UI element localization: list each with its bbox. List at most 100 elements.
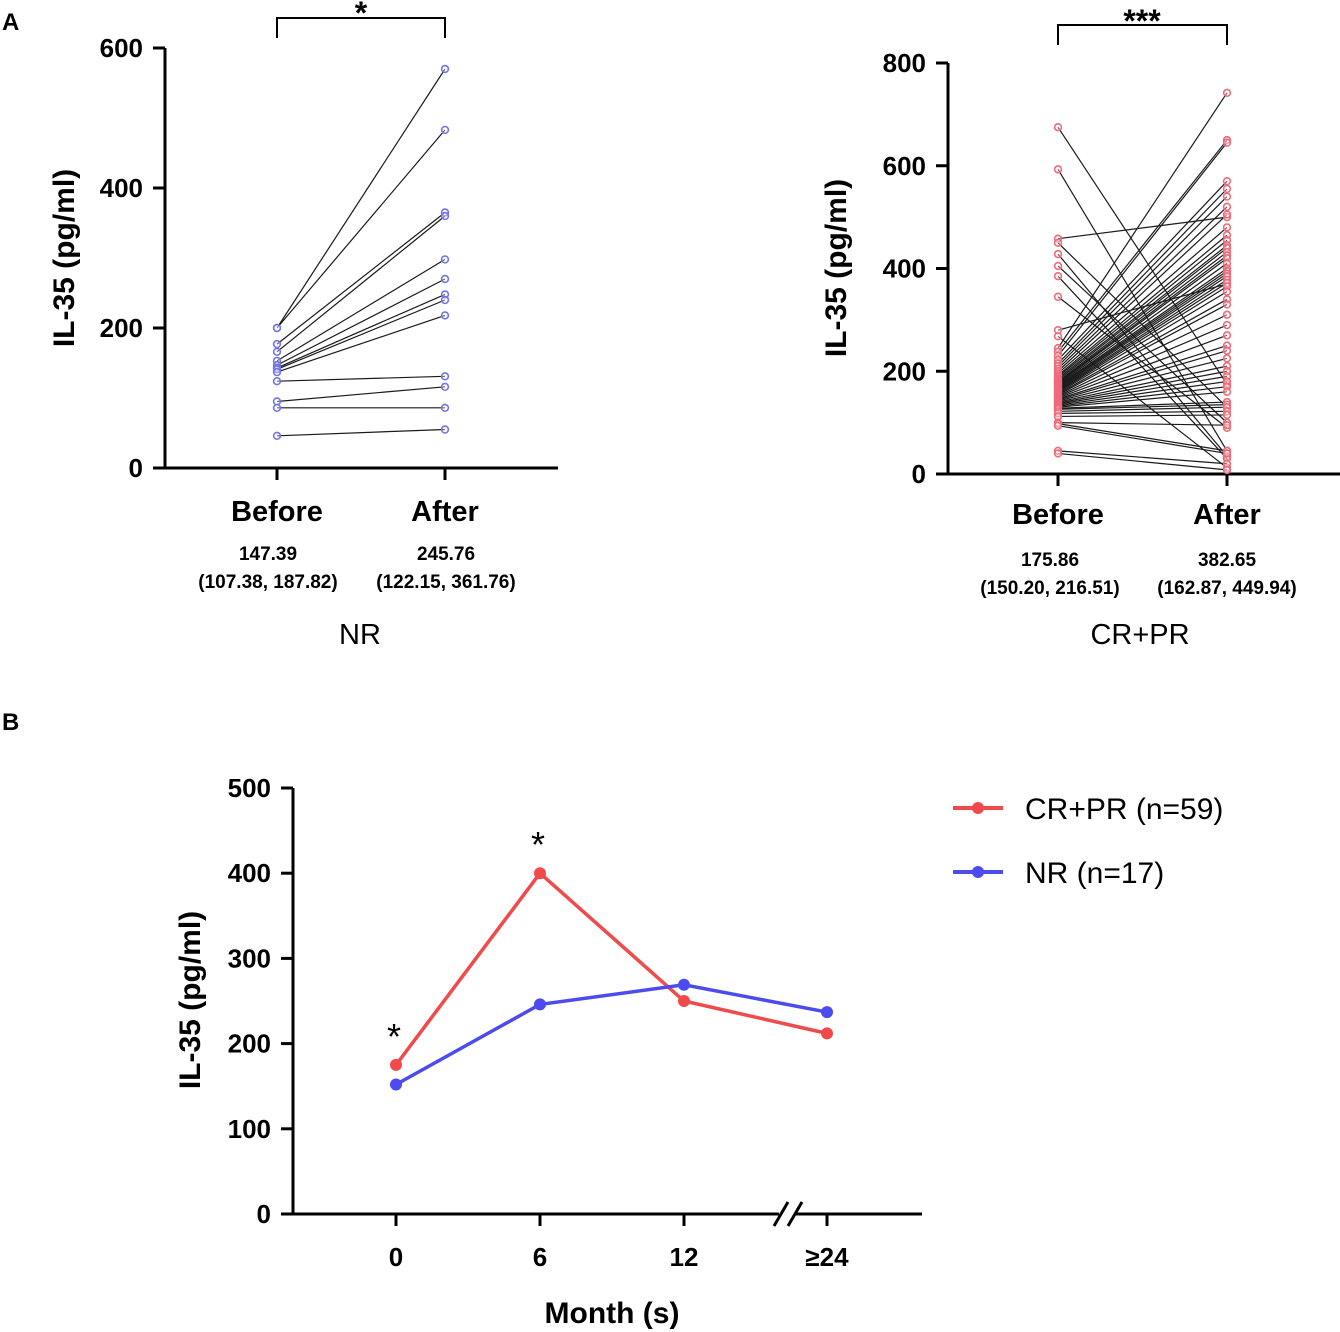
crpr-pair-line: [1057, 216, 1228, 240]
crpr-point-after: [1222, 423, 1232, 432]
crpr-pair-line: [1057, 273, 1228, 389]
crpr-pair-line: [1057, 370, 1228, 404]
crpr-point-after: [1222, 449, 1232, 458]
crpr-pair-line: [1057, 334, 1228, 399]
line-x-tick-label: 12: [670, 1242, 699, 1272]
crpr-y-tick-label: 600: [883, 151, 926, 181]
crpr-pair-line: [1057, 410, 1228, 414]
crpr-pair-line: [1057, 422, 1228, 426]
nr-pair-line: [276, 293, 446, 369]
line-annotations: **: [387, 824, 545, 1057]
line-y-tick-label: 300: [228, 943, 271, 973]
nr-point-after: [440, 290, 450, 299]
crpr-pair-line: [1057, 423, 1228, 452]
nr-y-tick-label: 400: [100, 173, 143, 203]
crpr-pair-line: [1057, 226, 1228, 374]
nr-after-iqr: (122.15, 361.76): [376, 572, 515, 593]
crpr-pair-line: [1057, 92, 1228, 349]
crpr-pair-line: [1057, 298, 1228, 395]
crpr-y-tick-label: 200: [883, 356, 926, 386]
crpr-point-before: [1053, 249, 1063, 259]
crpr-y-tick-label: 800: [883, 48, 926, 78]
nr-category-after: After: [411, 496, 479, 528]
crpr-pair-line: [1057, 139, 1228, 353]
crpr-point-after: [1222, 138, 1232, 147]
crpr-pair-line: [1057, 380, 1228, 406]
crpr-pair-line: [1057, 244, 1228, 379]
nr-pair-line: [276, 129, 446, 329]
crpr-pair-line: [1057, 344, 1228, 400]
line-x-tick-label: 0: [389, 1242, 403, 1272]
nr-points: [272, 64, 450, 440]
crpr-point-after: [1222, 354, 1232, 363]
nr-point-after: [440, 211, 450, 221]
crpr-point-after: [1222, 420, 1232, 430]
line-series-1-point: [534, 998, 546, 1011]
legend-label-nr: NR (n=17): [1025, 857, 1164, 890]
line-y-tick-label: 0: [257, 1199, 271, 1229]
crpr-point-after: [1222, 410, 1232, 420]
crpr-pair-line: [1057, 285, 1228, 393]
nr-significance-label: *: [355, 0, 368, 31]
crpr-y-axis-label: IL-35 (pg/ml): [820, 179, 853, 357]
nr-category-before: Before: [231, 496, 323, 528]
crpr-point-after: [1222, 300, 1232, 309]
crpr-point-after: [1222, 184, 1232, 194]
nr-pair-line: [276, 215, 446, 353]
crpr-pair-line: [1057, 265, 1228, 424]
nr-point-after: [440, 372, 450, 381]
crpr-pair-line: [1057, 386, 1228, 407]
crpr-point-after: [1222, 192, 1232, 201]
nr-before-median: 147.39: [239, 544, 297, 565]
crpr-pair-line: [1057, 404, 1228, 410]
crpr-pair-line: [1057, 414, 1228, 418]
crpr-pair-line: [1057, 206, 1228, 370]
crpr-point-after: [1222, 210, 1232, 219]
crpr-point-before: [1053, 272, 1063, 281]
crpr-pair-lines: [1057, 92, 1228, 471]
line-series-0-point: [534, 867, 546, 880]
legend-marker-crpr: [972, 802, 984, 814]
line-x-tick-label: ≥24: [805, 1242, 849, 1272]
line-y-tick-label: 200: [228, 1029, 271, 1059]
line-x-ticks: 0 6 12 ≥24: [389, 1214, 849, 1272]
crpr-y-tick-label: 0: [912, 459, 926, 489]
crpr-pair-line: [1057, 142, 1228, 357]
crpr-before-iqr: (150.20, 216.51): [980, 578, 1119, 599]
nr-after-median: 245.76: [417, 544, 475, 565]
line-series-1-path: [395, 983, 828, 1087]
nr-point-after: [440, 425, 450, 434]
crpr-pair-line: [1057, 262, 1228, 386]
crpr-pair-line: [1057, 270, 1228, 388]
crpr-pair-line: [1057, 452, 1228, 471]
crpr-significance-label: ***: [1123, 3, 1161, 39]
crpr-pair-line: [1057, 324, 1228, 398]
crpr-pair-line: [1057, 279, 1228, 391]
nr-pair-line: [276, 278, 446, 366]
crpr-point-before: [1053, 421, 1063, 430]
crpr-pair-line: [1057, 450, 1228, 465]
nr-y-tick-label: 600: [100, 33, 143, 63]
crpr-point-after: [1222, 88, 1232, 97]
nr-point-after: [440, 382, 450, 391]
legend-item-nr: NR (n=17): [953, 857, 1164, 890]
nr-pair-lines: [276, 68, 446, 437]
nr-point-before: [272, 339, 282, 349]
nr-point-before: [272, 403, 282, 412]
nr-point-after: [440, 255, 450, 264]
nr-pair-line: [276, 258, 446, 362]
crpr-category-before: Before: [1012, 499, 1104, 531]
nr-y-tick-label: 200: [100, 313, 143, 343]
crpr-point-after: [1222, 320, 1232, 330]
crpr-pair-line: [1057, 314, 1228, 397]
axis-break-marks: [772, 1201, 804, 1227]
crpr-point-after: [1222, 310, 1232, 319]
nr-y-tick-label: 0: [129, 453, 143, 483]
crpr-y-ticks: 0 200 400 600 800: [883, 48, 948, 489]
crpr-pair-line: [1057, 196, 1228, 367]
crpr-pair-line: [1057, 406, 1228, 412]
nr-point-before: [272, 367, 282, 377]
crpr-point-after: [1222, 331, 1232, 340]
crpr-paired-chart: IL-35 (pg/ml) 0 200 400 600 800 *** Before A…: [820, 3, 1340, 651]
line-y-tick-label: 500: [228, 773, 271, 803]
